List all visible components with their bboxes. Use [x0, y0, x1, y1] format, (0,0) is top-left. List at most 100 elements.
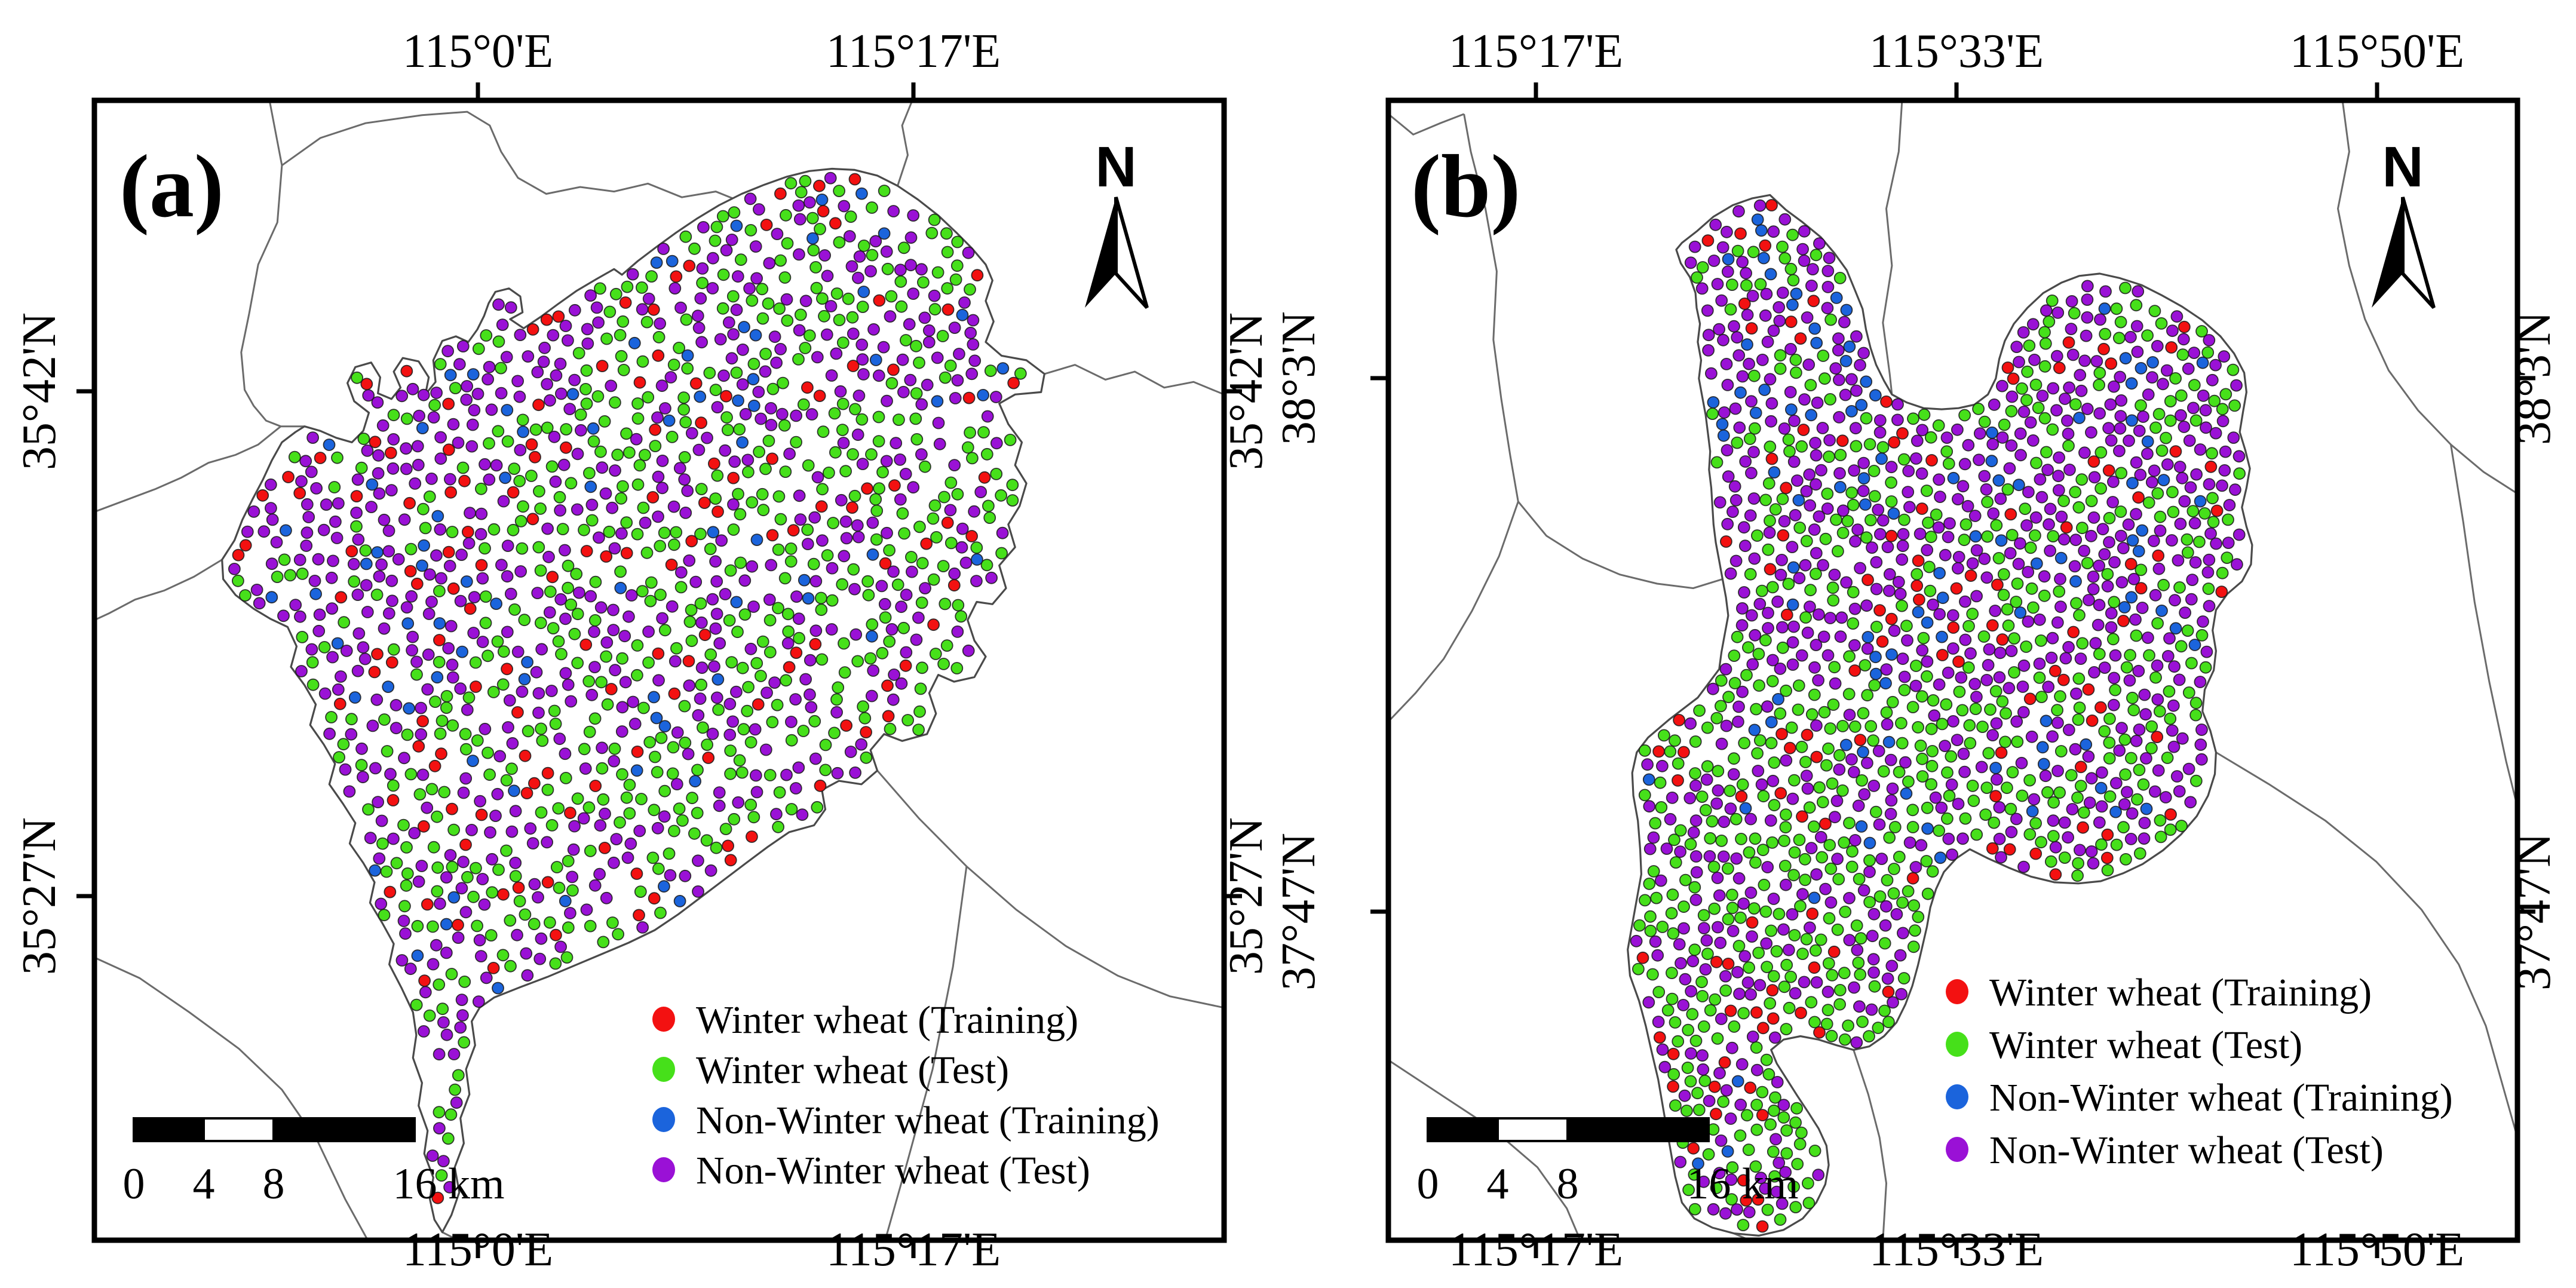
sample-dot-blue	[490, 597, 502, 610]
sample-dot-purple	[2124, 330, 2137, 344]
sample-dot-purple	[1885, 794, 1898, 807]
sample-dot-purple	[2065, 323, 2078, 335]
sample-dot-green	[802, 459, 815, 472]
sample-dot-purple	[2223, 499, 2236, 511]
sample-dot-purple	[730, 303, 743, 317]
sample-dot-green	[2142, 496, 2155, 509]
sample-dot-blue	[2119, 352, 2132, 365]
sample-dot-purple	[851, 519, 864, 532]
sample-dot-green	[2038, 589, 2051, 602]
sample-dot-purple	[2163, 632, 2176, 645]
sample-dot-green	[2130, 299, 2143, 312]
sample-dot-green	[1925, 722, 1938, 735]
sample-dot-purple	[852, 271, 864, 284]
sample-dot-green	[2075, 522, 2089, 535]
sample-dot-red	[446, 802, 458, 815]
sample-dot-purple	[728, 455, 741, 468]
sample-dot-purple	[1703, 850, 1716, 863]
sample-dot-purple	[387, 462, 400, 475]
sample-dot-purple	[554, 593, 568, 606]
sample-dot-green	[2199, 661, 2212, 674]
sample-dot-green	[983, 511, 996, 524]
sample-dot-purple	[351, 473, 364, 486]
sample-dot-green	[766, 716, 779, 729]
sample-dot-purple	[2052, 484, 2065, 496]
sample-dot-purple	[312, 553, 325, 566]
sample-dot-purple	[849, 766, 861, 779]
legend-label: Winter wheat (Training)	[696, 998, 1078, 1042]
sample-dot-green	[446, 860, 459, 873]
sample-dot-green	[1715, 835, 1728, 847]
sample-dot-green	[2207, 516, 2220, 529]
sample-dot-green	[528, 918, 541, 931]
sample-dot-green	[2151, 487, 2164, 500]
sample-dot-blue	[749, 329, 762, 342]
sample-dot-green	[1984, 703, 1997, 716]
sample-dot-green	[1823, 912, 1836, 925]
sample-dot-purple	[821, 269, 834, 283]
sample-dot-green	[1744, 568, 1757, 581]
sample-dot-purple	[894, 453, 906, 466]
sample-dot-red	[1912, 593, 1925, 606]
sample-dot-green	[446, 526, 459, 538]
sample-dot-green	[757, 504, 770, 517]
sample-dot-green	[780, 674, 792, 687]
sample-dot-purple	[1678, 922, 1690, 935]
sample-dot-purple	[509, 805, 522, 818]
sample-dot-purple	[373, 487, 386, 500]
sample-dot-red	[580, 545, 593, 557]
sample-dot-green	[2155, 444, 2169, 457]
sample-dot-purple	[306, 431, 319, 444]
sample-dot-purple	[1770, 1133, 1782, 1146]
sample-dot-purple	[1879, 900, 1893, 913]
sample-dot-purple	[656, 482, 668, 495]
sample-dot-purple	[622, 610, 635, 623]
sample-dot-red	[525, 438, 538, 451]
sample-dot-green	[1813, 781, 1826, 794]
sample-dot-green	[1915, 690, 1928, 703]
sample-dot-green	[961, 441, 974, 454]
sample-dot-red	[452, 918, 464, 931]
sample-dot-green	[461, 870, 474, 884]
sample-dot-blue	[1692, 1157, 1704, 1170]
sample-dot-purple	[1804, 499, 1817, 512]
sample-dot-red	[412, 740, 425, 753]
sample-dot-purple	[607, 603, 620, 617]
sample-dot-red	[2102, 464, 2115, 477]
legend-dot-blue	[1946, 1084, 1968, 1109]
sample-dot-purple	[1710, 797, 1724, 810]
sample-dot-green	[1932, 419, 1945, 432]
sample-dot-green	[773, 302, 786, 315]
sample-dot-purple	[1838, 315, 1851, 329]
neighbor-boundary-line	[1387, 501, 1519, 722]
sample-dot-green	[1856, 1016, 1869, 1028]
sample-dot-purple	[793, 489, 806, 502]
sample-dot-purple	[1801, 626, 1814, 639]
sample-dot-red	[2007, 372, 2020, 385]
panel-frame	[1385, 97, 2520, 1243]
sample-dot-blue	[2069, 575, 2082, 588]
sample-dot-green	[807, 244, 820, 257]
sample-dot-red	[879, 557, 892, 570]
sample-dot-green	[615, 492, 628, 505]
sample-dot-green	[2119, 853, 2132, 866]
sample-dot-purple	[2130, 456, 2143, 469]
sample-dot-green	[2135, 399, 2147, 412]
sample-dot-purple	[904, 231, 918, 244]
sample-dot-purple	[491, 787, 504, 801]
sample-dot-red	[2086, 714, 2099, 727]
sample-dot-green	[348, 575, 361, 588]
sample-dot-purple	[2063, 381, 2076, 394]
sample-dot-purple	[1836, 504, 1850, 517]
sample-dot-green	[1925, 759, 1939, 772]
sample-dot-green	[617, 315, 630, 328]
sample-dot-green	[2195, 629, 2209, 642]
sample-dot-red	[1766, 984, 1779, 996]
sample-dot-purple	[1741, 308, 1754, 321]
sample-dot-green	[778, 271, 792, 284]
sample-dot-green	[644, 594, 657, 608]
sample-dot-purple	[424, 568, 436, 581]
sample-dot-green	[2020, 640, 2033, 653]
sample-dot-green	[482, 746, 494, 759]
